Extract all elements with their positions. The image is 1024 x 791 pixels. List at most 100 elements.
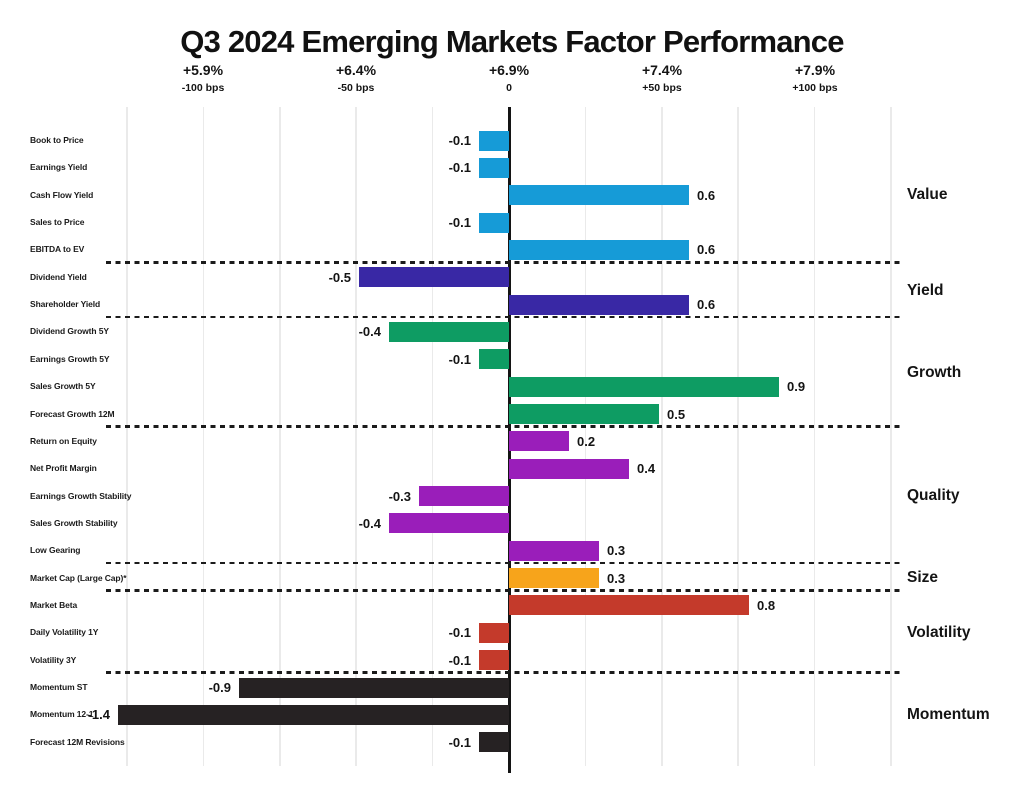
value-label-sales-growth-stability: -0.4 <box>358 515 381 531</box>
factor-label-return-on-equity: Return on Equity <box>30 435 97 446</box>
group-separator <box>106 315 900 319</box>
factor-label-forecast-12m-revisions: Forecast 12M Revisions <box>30 736 125 747</box>
gridline <box>584 107 587 766</box>
value-label-book-to-price: -0.1 <box>448 133 471 148</box>
factor-label-low-gearing: Low Gearing <box>30 545 81 556</box>
bar-cash-flow-yield <box>509 185 689 206</box>
value-label-low-gearing: 0.3 <box>607 543 626 559</box>
gridline <box>126 107 128 766</box>
axis-tick-50-bps: +6.4% -50 bps <box>336 62 376 94</box>
factor-label-momentum-st: Momentum ST <box>30 682 88 692</box>
group-label-yield: Yield <box>907 281 944 299</box>
bar-momentum-12-1 <box>118 704 509 725</box>
group-separator <box>106 589 900 592</box>
factor-label-shareholder-yield: Shareholder Yield <box>30 299 101 310</box>
value-label-sales-growth-5y: 0.9 <box>787 379 806 395</box>
bar-sales-to-price <box>479 212 509 233</box>
group-label-volatility: Volatility <box>907 623 971 641</box>
bar-shareholder-yield <box>509 294 689 315</box>
value-label-daily-volatility-1y: -0.1 <box>448 625 471 641</box>
axis-tick-percent: +6.9% <box>488 62 530 78</box>
group-separator <box>106 561 900 565</box>
bar-earnings-yield <box>479 157 509 178</box>
factor-label-market-beta: Market Beta <box>30 599 78 610</box>
group-label-momentum: Momentum <box>907 705 990 723</box>
value-label-dividend-growth-5y: -0.4 <box>358 324 381 340</box>
group-separator <box>106 671 900 674</box>
bar-market-beta <box>509 595 749 616</box>
value-label-forecast-growth-12m: 0.5 <box>667 406 686 422</box>
value-label-return-on-equity: 0.2 <box>577 433 596 449</box>
axis-tick-100-bps: +5.9% -100 bps <box>182 62 225 94</box>
bar-earnings-growth-stability <box>419 486 509 507</box>
bar-forecast-growth-12m <box>509 404 659 424</box>
gridline <box>279 107 281 766</box>
bar-momentum-st <box>239 677 509 698</box>
gridline <box>661 107 663 766</box>
factor-label-market-cap-large-cap: Market Cap (Large Cap)* <box>30 572 127 583</box>
value-label-market-cap-large-cap: 0.3 <box>607 570 626 586</box>
gridline <box>737 107 739 766</box>
factor-label-ebitda-to-ev: EBITDA to EV <box>30 244 85 255</box>
bar-sales-growth-stability <box>389 513 509 534</box>
bar-low-gearing <box>509 540 599 561</box>
axis-tick-bps: 0 <box>506 82 512 94</box>
group-label-growth: Growth <box>907 363 962 381</box>
factor-label-volatility-3y: Volatility 3Y <box>30 654 77 665</box>
factor-label-dividend-growth-5y: Dividend Growth 5Y <box>30 326 109 337</box>
value-label-momentum-12-1: -1.4 <box>87 707 110 723</box>
axis-tick-percent: +5.9% <box>182 62 224 78</box>
value-label-ebitda-to-ev: 0.6 <box>697 242 716 258</box>
factor-label-momentum-12-1: Momentum 12-1 <box>30 709 94 720</box>
gridline <box>202 107 205 766</box>
bar-market-cap-large-cap <box>509 568 599 589</box>
axis-tick-100-bps: +7.9% +100 bps <box>792 62 837 94</box>
value-label-shareholder-yield: 0.6 <box>697 297 716 313</box>
chart-title: Q3 2024 Emerging Markets Factor Performa… <box>180 24 844 59</box>
factor-label-forecast-growth-12m: Forecast Growth 12M <box>30 408 115 419</box>
gridline <box>431 107 434 766</box>
bar-return-on-equity <box>509 431 569 452</box>
bar-book-to-price <box>479 130 509 151</box>
axis-tick-bps: -100 bps <box>181 82 225 94</box>
group-label-value: Value <box>907 186 948 204</box>
factor-label-earnings-growth-5y: Earnings Growth 5Y <box>30 353 110 364</box>
bar-net-profit-margin <box>509 458 629 479</box>
value-label-earnings-yield: -0.1 <box>448 160 471 176</box>
axis-tick-0: +6.9% 0 <box>489 62 529 94</box>
factor-label-sales-to-price: Sales to Price <box>30 217 85 228</box>
axis-tick-percent: +7.9% <box>794 62 836 78</box>
value-label-earnings-growth-stability: -0.3 <box>388 488 411 504</box>
axis-tick-bps: +100 bps <box>792 82 838 94</box>
gridline <box>813 107 816 766</box>
factor-label-daily-volatility-1y: Daily Volatility 1Y <box>30 627 99 638</box>
value-label-dividend-yield: -0.5 <box>328 269 351 285</box>
axis-tick-percent: +6.4% <box>335 62 377 78</box>
factor-label-sales-growth-5y: Sales Growth 5Y <box>30 381 96 392</box>
factor-label-book-to-price: Book to Price <box>30 135 84 145</box>
gridline <box>890 107 892 766</box>
axis-tick-bps: +50 bps <box>642 82 682 94</box>
factor-label-cash-flow-yield: Cash Flow Yield <box>30 189 94 200</box>
value-label-forecast-12m-revisions: -0.1 <box>448 734 471 750</box>
bar-sales-growth-5y <box>509 376 779 397</box>
group-separator <box>106 261 900 264</box>
value-label-market-beta: 0.8 <box>757 597 776 613</box>
axis-tick-50-bps: +7.4% +50 bps <box>642 62 682 94</box>
gridline <box>355 107 357 766</box>
value-label-cash-flow-yield: 0.6 <box>697 187 716 203</box>
axis-tick-percent: +7.4% <box>641 62 683 78</box>
bar-earnings-growth-5y <box>479 349 509 370</box>
bar-volatility-3y <box>479 650 509 671</box>
value-label-sales-to-price: -0.1 <box>448 215 471 231</box>
bar-forecast-12m-revisions <box>479 732 509 753</box>
value-label-net-profit-margin: 0.4 <box>637 461 656 477</box>
plot-area: -0.1 -0.1 0.6 -0.1 0.6 -0.5 0.6 -0.4 -0.1 0.9 0.5 0… <box>88 107 892 773</box>
bar-ebitda-to-ev <box>509 239 689 260</box>
axis-tick-bps: -50 bps <box>337 82 375 94</box>
factor-label-dividend-yield: Dividend Yield <box>30 271 87 282</box>
value-label-momentum-st: -0.9 <box>208 680 231 695</box>
bar-dividend-growth-5y <box>389 321 509 342</box>
bar-dividend-yield <box>359 267 509 288</box>
